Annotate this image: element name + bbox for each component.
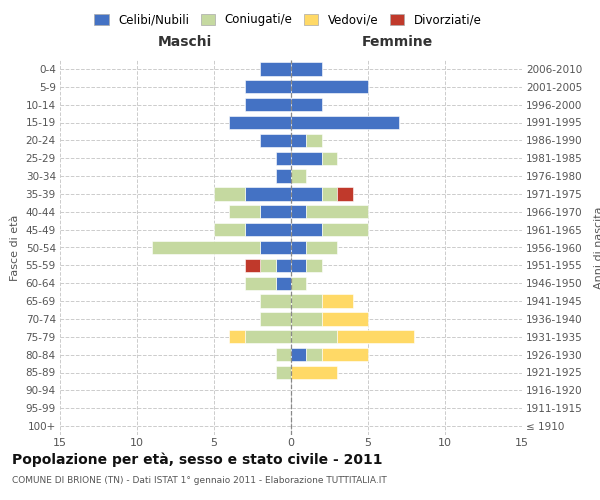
Bar [322,223,368,236]
Bar [291,116,399,129]
Bar [214,187,245,200]
Bar [291,330,337,344]
Bar [245,258,260,272]
Bar [229,205,260,218]
Text: COMUNE DI BRIONE (TN) - Dati ISTAT 1° gennaio 2011 - Elaborazione TUTTITALIA.IT: COMUNE DI BRIONE (TN) - Dati ISTAT 1° ge… [12,476,387,485]
Bar [291,241,307,254]
Bar [229,116,291,129]
Bar [275,366,291,379]
Bar [307,258,322,272]
Bar [307,348,322,362]
Bar [291,152,322,165]
Bar [245,80,291,94]
Bar [322,152,337,165]
Bar [275,170,291,183]
Bar [291,258,307,272]
Bar [337,330,414,344]
Bar [275,258,291,272]
Bar [291,312,322,326]
Bar [245,187,291,200]
Text: Maschi: Maschi [158,35,212,49]
Bar [291,366,337,379]
Bar [245,98,291,112]
Bar [322,312,368,326]
Y-axis label: Anni di nascita: Anni di nascita [594,206,600,289]
Text: Femmine: Femmine [362,35,433,49]
Bar [307,241,337,254]
Bar [337,187,353,200]
Legend: Celibi/Nubili, Coniugati/e, Vedovi/e, Divorziati/e: Celibi/Nubili, Coniugati/e, Vedovi/e, Di… [94,14,482,26]
Bar [322,187,337,200]
Bar [322,348,368,362]
Bar [291,134,307,147]
Bar [275,276,291,290]
Bar [307,134,322,147]
Bar [245,330,291,344]
Bar [291,98,322,112]
Bar [291,348,307,362]
Bar [260,62,291,76]
Bar [291,223,322,236]
Bar [307,205,368,218]
Text: Popolazione per età, sesso e stato civile - 2011: Popolazione per età, sesso e stato civil… [12,452,383,467]
Bar [214,223,245,236]
Bar [291,62,322,76]
Bar [260,258,275,272]
Bar [275,152,291,165]
Y-axis label: Fasce di età: Fasce di età [10,214,20,280]
Bar [245,276,275,290]
Bar [275,348,291,362]
Bar [291,80,368,94]
Bar [291,205,307,218]
Bar [229,330,245,344]
Bar [291,187,322,200]
Bar [260,294,291,308]
Bar [260,134,291,147]
Bar [291,170,307,183]
Bar [260,312,291,326]
Bar [260,205,291,218]
Bar [322,294,353,308]
Bar [152,241,260,254]
Bar [291,294,322,308]
Bar [291,276,307,290]
Bar [260,241,291,254]
Bar [245,223,291,236]
